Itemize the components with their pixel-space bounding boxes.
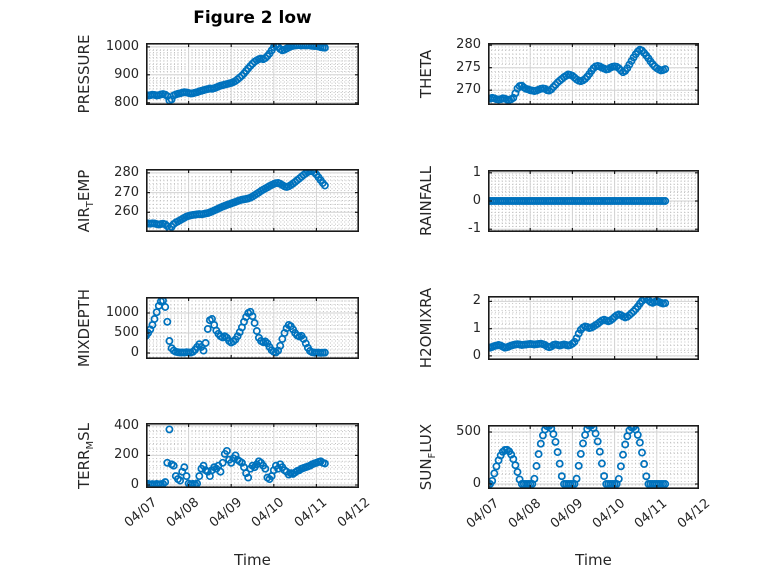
x-axis-label-left: Time [234, 551, 271, 569]
y-tick-label: 0 [472, 347, 481, 363]
plot-area-terr-msl [146, 423, 359, 488]
y-tick-label: 270 [114, 184, 139, 200]
x-tick-label: 04/12 [334, 495, 373, 531]
x-tick-label: 04/08 [505, 496, 544, 532]
y-tick-label: 1 [472, 164, 481, 180]
x-tick-label: 04/12 [674, 496, 713, 532]
y-tick-label: 400 [114, 417, 139, 433]
x-tick-label: 04/10 [589, 496, 629, 532]
y-tick-label: -1 [468, 221, 481, 237]
subplot-air-temp: AIRTEMP [75, 169, 359, 232]
x-tick-label: 04/07 [121, 495, 160, 531]
y-tick-label: 2 [472, 293, 481, 309]
y-tick-label: 900 [114, 66, 139, 82]
plot-area-rainfall [488, 170, 699, 232]
x-tick-label: 04/08 [163, 495, 203, 531]
y-tick-label: 280 [114, 164, 139, 180]
plot-area-mixdepth [146, 297, 359, 359]
y-tick-label: 270 [456, 82, 481, 98]
x-tick-label: 04/10 [249, 495, 288, 531]
figure-title: Figure 2 low [193, 8, 312, 28]
plot-area-pressure [146, 43, 359, 105]
y-tick-label: 275 [456, 59, 481, 75]
y-tick-label: 800 [114, 94, 139, 110]
y-axis-label-h2omixra: H2OMIXRA [417, 287, 435, 369]
y-tick-label: 1000 [105, 305, 139, 320]
plot-area-h2omixra [488, 296, 699, 360]
subplot-terr-msl: TERRMSL [75, 422, 359, 489]
y-axis-label-terr-msl: TERRMSL [75, 422, 96, 489]
x-tick-label: 04/11 [291, 495, 331, 531]
x-tick-label: 04/09 [206, 495, 245, 531]
y-tick-label: 1 [472, 320, 481, 336]
y-tick-label: 0 [472, 476, 481, 491]
y-tick-label: 1000 [105, 38, 139, 54]
subplot-theta: THETA [417, 43, 699, 105]
y-tick-label: 260 [114, 204, 139, 220]
x-axis-label-right: Time [575, 551, 612, 569]
subplot-sun-flux: SUNFLUX [417, 424, 699, 490]
subplot-h2omixra: H2OMIXRA [417, 288, 699, 368]
plot-area-sun-flux [488, 425, 699, 489]
y-tick-label: 0 [472, 193, 481, 208]
y-tick-label: 280 [456, 37, 481, 53]
y-tick-label: 500 [114, 325, 139, 340]
y-axis-label-sun-flux: SUNFLUX [417, 423, 438, 491]
x-tick-label: 04/11 [632, 496, 671, 532]
plot-area-air-temp [146, 169, 359, 232]
subplot-pressure: PRESSURE [75, 35, 359, 113]
x-tick-label: 04/09 [547, 496, 587, 532]
y-tick-label: 200 [114, 447, 139, 463]
plot-area-theta [488, 43, 699, 105]
x-tick-label: 04/07 [463, 496, 502, 532]
subplot-rainfall: RAINFALL [417, 166, 699, 236]
y-tick-label: 0 [130, 345, 139, 360]
y-tick-label: 0 [130, 477, 139, 493]
subplot-mixdepth: MIXDEPTH [75, 289, 359, 367]
y-tick-label: 500 [456, 423, 481, 439]
